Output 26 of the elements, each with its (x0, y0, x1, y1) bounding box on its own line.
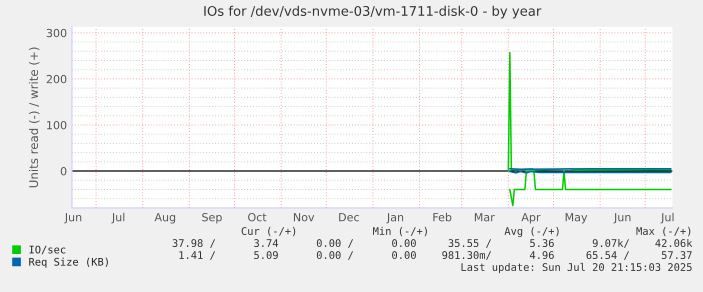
x-tick-label: Mar (474, 213, 495, 222)
y-tick-label: 100 (47, 120, 66, 130)
text: Last update: Sun Jul 20 21:15:03 2025 (462, 262, 692, 274)
x-tick-label: Aug (154, 213, 176, 224)
text: 1.41 / 5.09 0.00 / 0.00 981.30m/ 4.96 65.54 / 57.37 (179, 251, 692, 260)
x-tick-label: Oct (248, 212, 266, 222)
y-tick-label: 0 (60, 167, 66, 176)
x-tick-label: Jul (111, 212, 124, 224)
x-tick-label: Apr (521, 213, 541, 224)
text: 37.98 / 3.74 0.00 / 0.00 35.55 / 5.36 9.07k/ 42.06k (172, 238, 692, 248)
x-tick-label: Nov (294, 213, 314, 222)
x-tick-label: Jun (64, 213, 82, 224)
legend-label: IO/sec (30, 246, 66, 254)
y-tick-label: 200 (46, 74, 66, 84)
x-tick-label: Jul (660, 212, 674, 224)
x-tick-label: Dec (339, 213, 359, 222)
x-tick-label: Feb (433, 212, 452, 222)
y-tick-label: 300 (46, 28, 66, 38)
y-axis-title: Units read (-) / write (+) (28, 48, 40, 188)
text: Cur (-/+) Min (-/+) Avg (-/+) Max (-/+) (242, 226, 690, 238)
legend-label: Req Size (KB) (29, 258, 108, 268)
x-tick-label: May (566, 213, 588, 224)
chart-title: IOs for /dev/vds-nvme-03/vm-1711-disk-0 - by year (204, 6, 542, 18)
x-tick-label: Jun (613, 213, 630, 224)
x-tick-label: Sep (202, 212, 222, 224)
x-tick-label: Jan (386, 213, 404, 224)
